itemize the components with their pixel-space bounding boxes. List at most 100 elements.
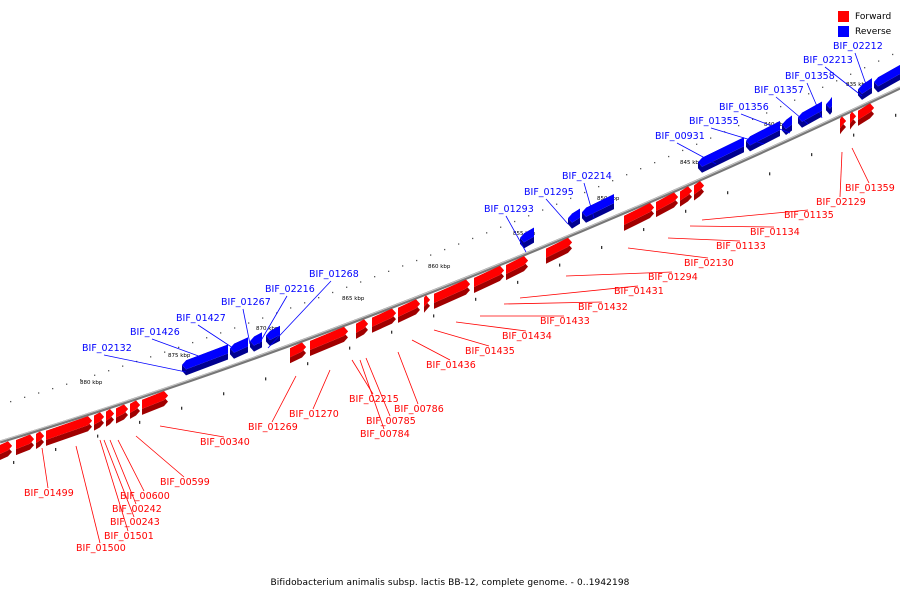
reverse-gene-label[interactable]: BIF_01358	[785, 71, 835, 82]
legend-reverse: Reverse	[838, 24, 891, 39]
forward-gene-label[interactable]: BIF_01294	[648, 272, 698, 283]
scale-tick	[559, 263, 561, 267]
forward-gene-label[interactable]: BIF_01269	[248, 422, 298, 433]
forward-gene-block[interactable]	[546, 237, 572, 258]
forward-gene-label[interactable]: BIF_02130	[684, 258, 734, 269]
reverse-gene-label[interactable]: BIF_01355	[689, 116, 739, 127]
reverse-gene-label[interactable]: BIF_02214	[562, 171, 612, 182]
forward-gene-label[interactable]: BIF_01436	[426, 360, 476, 371]
reverse-gene-label[interactable]: BIF_01357	[754, 85, 804, 96]
forward-gene-block[interactable]	[656, 192, 678, 212]
reverse-gene-label[interactable]: BIF_01293	[484, 204, 534, 215]
reverse-gene-block[interactable]	[874, 65, 900, 87]
reverse-gene-label[interactable]: BIF_01267	[221, 297, 271, 308]
forward-gene-label[interactable]: BIF_00340	[200, 437, 250, 448]
reverse-gene-label[interactable]: BIF_02132	[82, 343, 132, 354]
forward-gene-block[interactable]	[116, 404, 128, 418]
forward-gene-label[interactable]: BIF_01433	[540, 316, 590, 327]
forward-gene-block[interactable]	[130, 400, 140, 413]
forward-gene-block[interactable]	[142, 391, 168, 409]
forward-gene-label[interactable]: BIF_01432	[578, 302, 628, 313]
forward-gene-block[interactable]	[356, 319, 368, 333]
scale-dot	[808, 93, 810, 95]
forward-gene-label[interactable]: BIF_01133	[716, 241, 766, 252]
forward-gene-label[interactable]: BIF_01500	[76, 543, 126, 554]
kbp-label: 880 kbp	[80, 380, 103, 386]
reverse-gene-label[interactable]: BIF_02216	[265, 284, 315, 295]
reverse-gene-block[interactable]	[782, 115, 792, 130]
forward-gene-label[interactable]: BIF_01134	[750, 227, 800, 238]
forward-gene-label[interactable]: BIF_01501	[104, 531, 154, 542]
scale-dot	[612, 180, 614, 182]
forward-gene-block[interactable]	[16, 434, 34, 450]
reverse-leader-line	[197, 324, 237, 351]
reverse-gene-block[interactable]	[582, 194, 614, 217]
forward-gene-block[interactable]	[398, 299, 420, 317]
reverse-gene-label[interactable]: BIF_02212	[833, 41, 883, 52]
scale-tick	[181, 406, 183, 410]
reverse-swatch	[838, 26, 849, 37]
forward-gene-block[interactable]	[36, 431, 44, 443]
reverse-gene-label[interactable]: BIF_01295	[524, 187, 574, 198]
forward-gene-label[interactable]: BIF_01431	[614, 286, 664, 297]
forward-gene-block[interactable]	[694, 181, 704, 195]
reverse-gene-label[interactable]: BIF_00931	[655, 131, 705, 142]
forward-gene-block[interactable]	[680, 186, 692, 201]
forward-gene-label[interactable]: BIF_02215	[349, 394, 399, 405]
forward-gene-label[interactable]: BIF_00600	[120, 491, 170, 502]
forward-gene-label[interactable]: BIF_00786	[394, 404, 444, 415]
reverse-leader-line	[258, 295, 288, 345]
reverse-gene-label[interactable]: BIF_01426	[130, 327, 180, 338]
forward-gene-block[interactable]	[0, 441, 12, 454]
scale-dot	[584, 191, 586, 194]
scale-dot	[640, 168, 642, 170]
reverse-gene-block[interactable]	[826, 97, 832, 109]
forward-gene-block[interactable]	[372, 308, 396, 327]
forward-gene-block[interactable]	[106, 409, 114, 421]
forward-gene-label[interactable]: BIF_00599	[160, 477, 210, 488]
forward-gene-block[interactable]	[474, 265, 504, 288]
forward-gene-label[interactable]: BIF_00784	[360, 429, 410, 440]
forward-gene-label[interactable]: BIF_02129	[816, 197, 866, 208]
forward-gene-block[interactable]	[310, 326, 348, 350]
forward-gene-block[interactable]	[424, 295, 430, 307]
reverse-gene-block[interactable]	[266, 325, 280, 340]
scale-tick	[265, 377, 267, 381]
reverse-gene-block[interactable]	[798, 101, 822, 122]
forward-gene-block[interactable]	[858, 103, 874, 120]
reverse-gene-block[interactable]	[698, 137, 744, 167]
reverse-gene-block[interactable]	[182, 344, 228, 370]
scale-dot	[66, 383, 68, 385]
reverse-gene-label[interactable]: BIF_01268	[309, 269, 359, 280]
forward-gene-block[interactable]	[840, 116, 846, 129]
scale-dot	[486, 232, 488, 234]
forward-gene-label[interactable]: BIF_00242	[112, 504, 162, 515]
forward-gene-block[interactable]	[94, 412, 104, 425]
reverse-gene-block[interactable]	[250, 332, 262, 346]
forward-gene-label[interactable]: BIF_01434	[502, 331, 552, 342]
forward-gene-label[interactable]: BIF_01359	[845, 183, 895, 194]
forward-gene-block[interactable]	[506, 256, 528, 275]
forward-gene-block[interactable]	[850, 111, 856, 124]
forward-gene-label[interactable]: BIF_01499	[24, 488, 74, 499]
reverse-gene-label[interactable]: BIF_01427	[176, 313, 226, 324]
reverse-gene-block[interactable]	[520, 227, 534, 243]
reverse-gene-label[interactable]: BIF_01356	[719, 102, 769, 113]
forward-gene-label[interactable]: BIF_00785	[366, 416, 416, 427]
forward-gene-label[interactable]: BIF_01135	[784, 210, 834, 221]
gene-leader-lines	[41, 52, 870, 544]
forward-gene-block[interactable]	[290, 342, 306, 358]
reverse-gene-label[interactable]: BIF_02213	[803, 55, 853, 66]
forward-gene-block[interactable]	[624, 202, 654, 225]
scale-dot	[430, 254, 432, 256]
forward-gene-block[interactable]	[46, 416, 92, 440]
scale-tick	[391, 330, 393, 334]
reverse-gene-block[interactable]	[568, 208, 580, 223]
forward-gene-label[interactable]: BIF_01435	[465, 346, 515, 357]
forward-gene-label[interactable]: BIF_00243	[110, 517, 160, 528]
forward-gene-label[interactable]: BIF_01270	[289, 409, 339, 420]
legend: Forward Reverse	[838, 9, 891, 39]
forward-gene-block[interactable]	[434, 279, 470, 303]
reverse-gene-block[interactable]	[858, 78, 872, 94]
reverse-gene-block[interactable]	[746, 120, 780, 146]
